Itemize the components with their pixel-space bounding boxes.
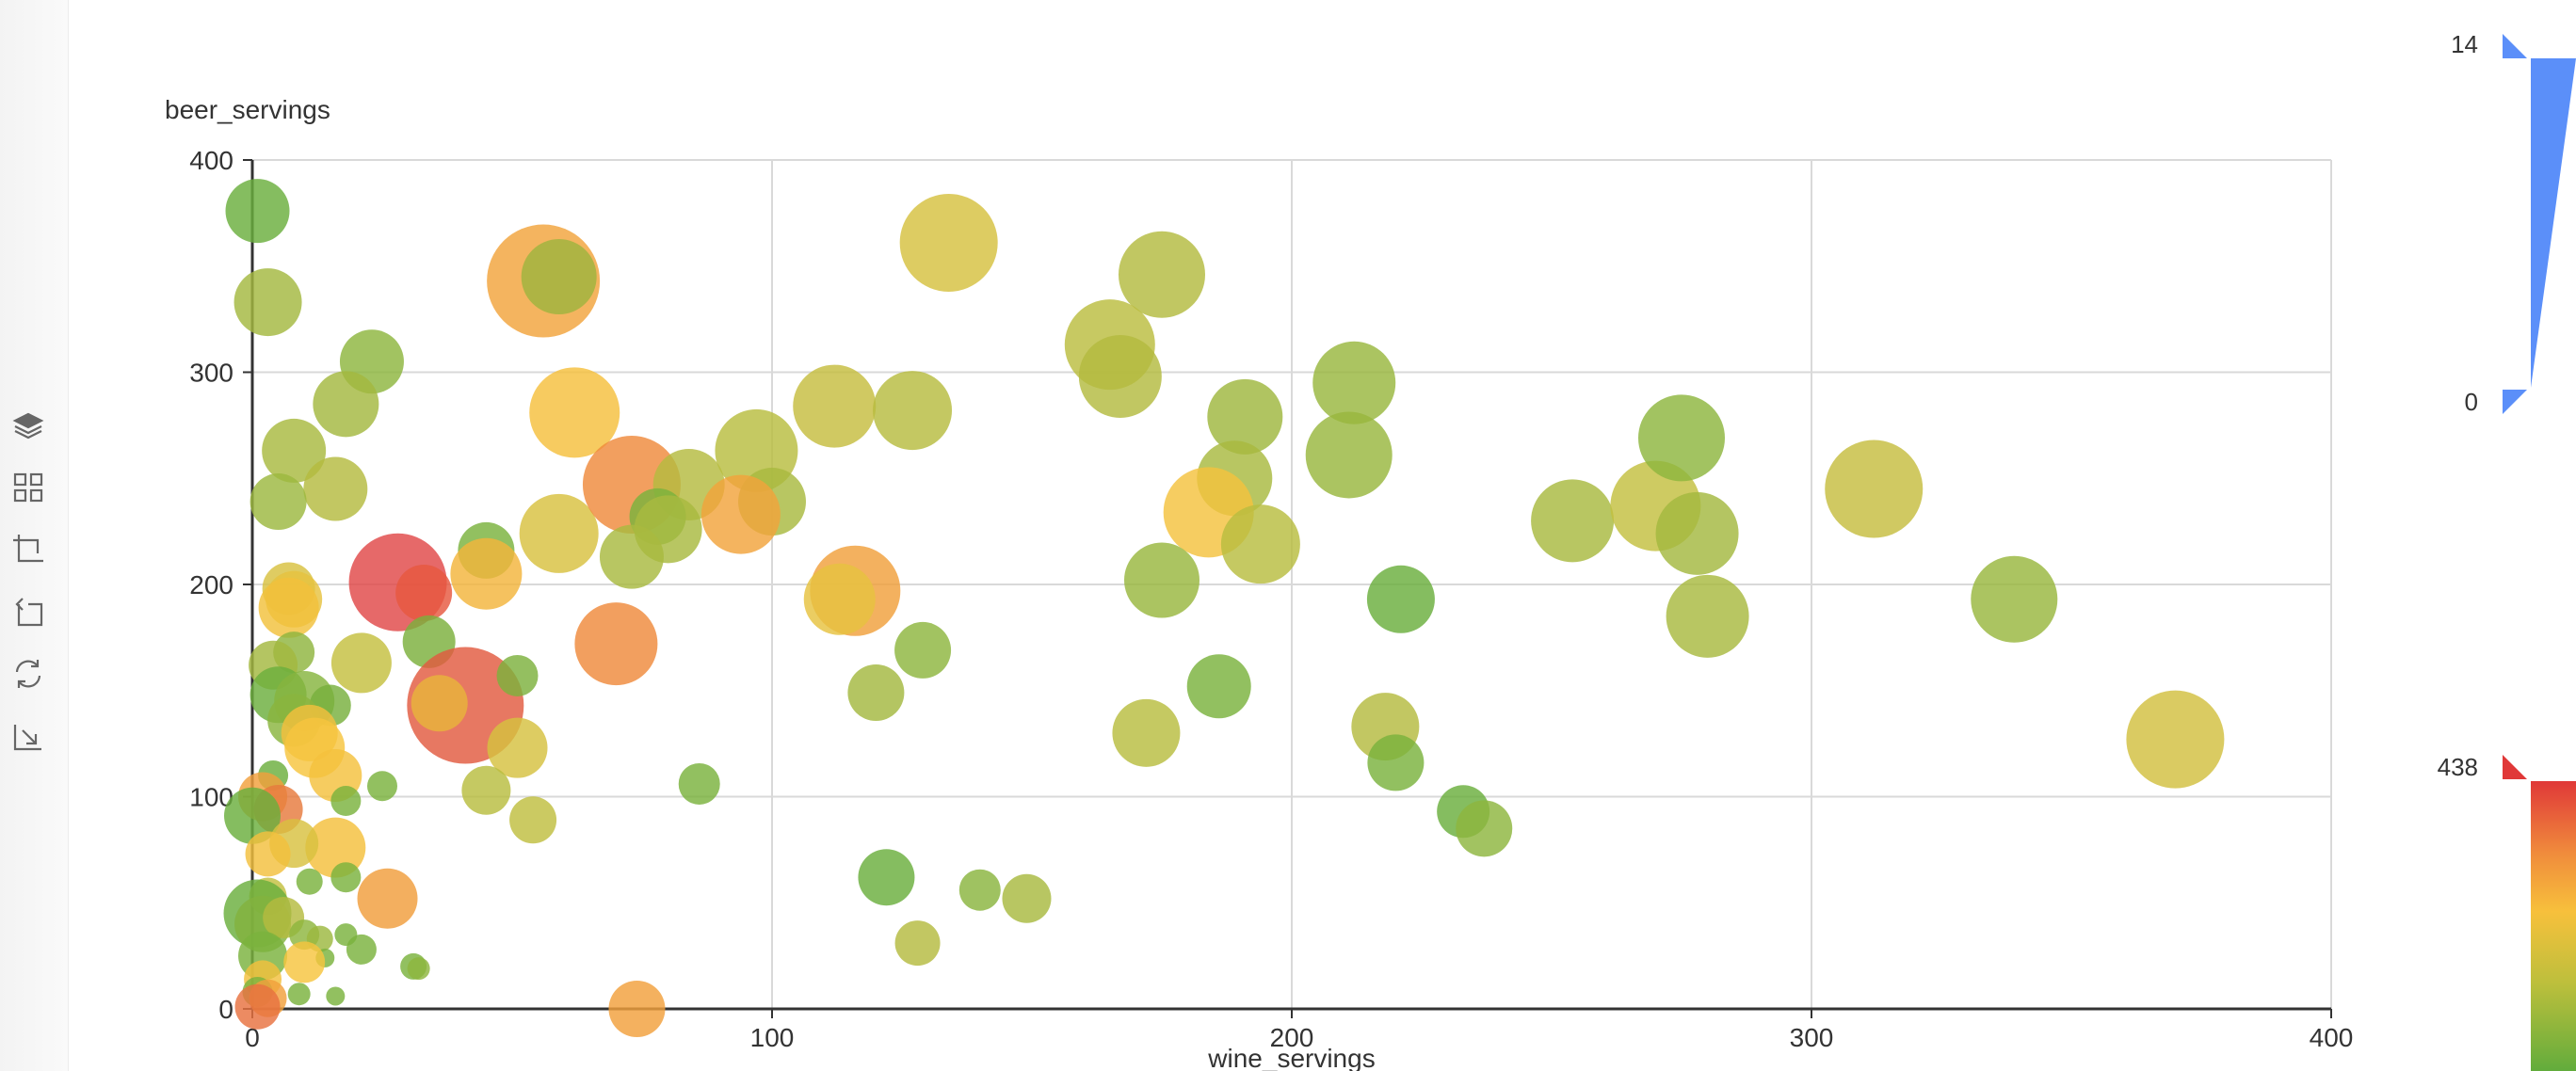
scatter-point[interactable] [330,786,362,817]
scatter-point[interactable] [296,868,323,895]
scatter-point[interactable] [803,563,876,635]
scatter-point[interactable] [509,796,557,844]
scatter-point[interactable] [1124,542,1199,618]
scatter-point[interactable] [287,983,311,1006]
scatter-point[interactable] [519,493,599,573]
size-map-mask [2531,58,2576,388]
scatter-point[interactable] [330,632,392,694]
scatter-point[interactable] [258,577,319,638]
scatter-point[interactable] [496,654,539,696]
scatter-point[interactable] [234,983,281,1030]
scatter-series [223,179,2225,1037]
x-tick-label: 100 [750,1023,795,1052]
scatter-point[interactable] [411,675,468,732]
y-axis-label: beer_servings [165,95,330,124]
color-visual-map[interactable]: 438 [2438,753,2576,1071]
scatter-point[interactable] [1638,394,1725,482]
scatter-point[interactable] [225,179,290,244]
save-image-icon[interactable] [8,715,49,757]
scatter-point[interactable] [357,868,418,929]
scatter-point[interactable] [407,957,430,981]
scatter-point[interactable] [1366,565,1435,633]
scatter-point[interactable] [958,869,1001,911]
size-map-min-label: 0 [2465,388,2478,416]
restore-icon[interactable] [8,653,49,695]
x-tick-label: 0 [245,1023,260,1052]
scatter-point[interactable] [1112,698,1181,767]
scatter-point[interactable] [346,934,377,965]
scatter-point[interactable] [894,621,952,679]
scatter-point[interactable] [574,602,658,686]
zoom-select-icon[interactable] [8,529,49,570]
scatter-point[interactable] [858,849,915,906]
x-tick-label: 300 [1790,1023,1834,1052]
scatter-point[interactable] [367,771,397,802]
x-axis-label: wine_servings [1207,1044,1375,1071]
scatter-point[interactable] [395,565,453,622]
scatter-point[interactable] [521,239,597,315]
zoom-back-icon[interactable] [8,591,49,632]
scatter-point[interactable] [2126,690,2225,789]
scatter-point[interactable] [700,474,781,554]
scatter-point[interactable] [313,371,379,438]
scatter-point[interactable] [1119,231,1205,318]
scatter-point[interactable] [894,920,941,967]
scatter-point[interactable] [224,787,281,844]
scatter-point[interactable] [262,418,327,483]
color-map-top-handle[interactable] [2503,755,2527,779]
scatter-point[interactable] [1666,574,1749,658]
size-visual-map[interactable]: 14 0 [2451,30,2576,416]
scatter-point[interactable] [678,762,720,805]
scatter-point[interactable] [793,364,877,448]
scatter-point[interactable] [461,765,511,815]
y-tick-label: 300 [189,359,233,388]
scatter-point[interactable] [487,717,548,778]
data-zoom-icon[interactable] [8,467,49,508]
scatter-point[interactable] [1220,504,1300,584]
scatter-point[interactable] [1312,341,1396,424]
scatter-point[interactable] [1825,440,1924,538]
scatter-point[interactable] [873,371,953,451]
scatter-point[interactable] [1531,479,1615,563]
y-tick-label: 0 [218,995,233,1024]
scatter-point[interactable] [1367,734,1425,791]
scatter-point[interactable] [1186,654,1251,719]
scatter-point[interactable] [899,193,998,292]
y-tick-label: 200 [189,570,233,599]
scatter-point[interactable] [1002,873,1052,923]
scatter-point[interactable] [847,664,905,722]
scatter-point[interactable] [1078,335,1162,419]
scatter-point[interactable] [305,817,366,878]
scatter-point[interactable] [529,367,620,458]
scatter-point[interactable] [1456,800,1513,857]
size-map-max-label: 14 [2451,30,2478,58]
size-map-bottom-handle[interactable] [2503,390,2527,414]
data-view-icon[interactable] [8,405,49,446]
scatter-point[interactable] [599,524,664,589]
toolbox [0,0,69,1071]
scatter-point[interactable] [1207,378,1283,455]
scatter-point[interactable] [608,981,666,1037]
y-tick-label: 400 [189,146,233,175]
color-map-gradient-bar [2531,781,2576,1071]
scatter-point[interactable] [1305,411,1393,499]
scatter-point[interactable] [326,986,346,1006]
x-tick-label: 200 [1270,1023,1314,1052]
color-map-max-label: 438 [2438,753,2478,781]
scatter-point[interactable] [245,831,291,877]
scatter-point[interactable] [1971,555,2058,643]
scatter-point[interactable] [1655,491,1739,575]
x-tick-label: 400 [2310,1023,2354,1052]
scatter-point[interactable] [450,537,523,610]
scatter-point[interactable] [250,473,307,531]
size-map-top-handle[interactable] [2503,34,2527,58]
scatter-point[interactable] [303,456,368,521]
scatter-point[interactable] [233,268,302,337]
scatter-point[interactable] [283,941,326,983]
scatter-point[interactable] [330,862,362,893]
